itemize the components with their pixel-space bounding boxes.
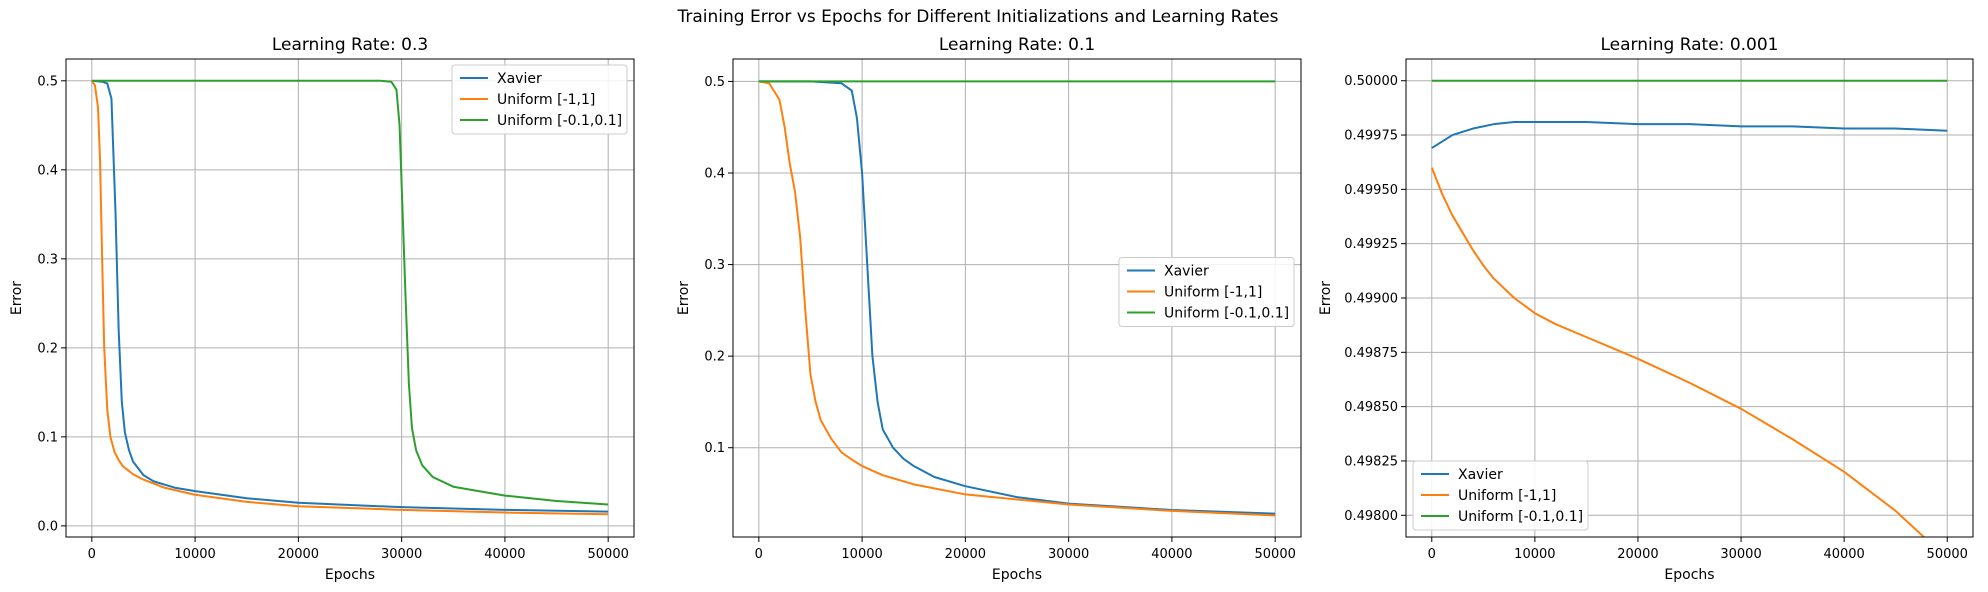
x-tick-label: 40000 bbox=[1151, 547, 1192, 562]
legend-label: Uniform [-1,1] bbox=[1164, 285, 1262, 301]
x-tick-label: 30000 bbox=[381, 547, 422, 562]
series-line-2 bbox=[1430, 167, 1926, 537]
series-line-1 bbox=[758, 80, 1276, 515]
subplot-title: Learning Rate: 0.1 bbox=[939, 35, 1095, 55]
y-tick-label: 0.49925 bbox=[1344, 237, 1398, 252]
subplots: 0 10000 20000 30000 40000 50000 0.0 0.1 0.2 0.3 0.… bbox=[9, 35, 1974, 583]
legend-box bbox=[1118, 257, 1295, 327]
subplot-2: 0 10000 20000 30000 40000 50000 0.1 0.2 0.3 0.4 0.… bbox=[676, 35, 1302, 583]
subplot-1: 0 10000 20000 30000 40000 50000 0.0 0.1 0.2 0.3 0.… bbox=[9, 35, 635, 583]
subplot-title: Learning Rate: 0.3 bbox=[272, 35, 428, 55]
x-tick-label: 50000 bbox=[588, 547, 629, 562]
series-line-1 bbox=[91, 79, 609, 513]
x-tick-label: 10000 bbox=[174, 547, 215, 562]
legend-label: Xavier bbox=[1458, 467, 1503, 483]
axes-frame bbox=[65, 58, 635, 538]
x-tick-label: 10000 bbox=[841, 547, 882, 562]
subplot-title: Learning Rate: 0.001 bbox=[1601, 35, 1779, 55]
y-tick-label: 0.1 bbox=[704, 441, 725, 456]
y-tick-label: 0.1 bbox=[37, 430, 58, 445]
series-line-1 bbox=[1431, 121, 1948, 149]
x-tick-label: 50000 bbox=[1255, 547, 1296, 562]
y-tick-label: 0.49800 bbox=[1344, 509, 1398, 524]
y-tick-label: 0.3 bbox=[37, 252, 58, 267]
legend-label: Uniform [-1,1] bbox=[497, 92, 595, 108]
y-axis-label: Error bbox=[676, 281, 692, 315]
legend-label: Xavier bbox=[1164, 264, 1209, 280]
x-tick-label: 20000 bbox=[1617, 547, 1658, 562]
series-line-3 bbox=[91, 79, 609, 506]
y-tick-label: 0.49825 bbox=[1344, 454, 1398, 469]
x-tick-label: 30000 bbox=[1048, 547, 1089, 562]
x-axis-label: Epochs bbox=[1664, 567, 1714, 583]
legend-label: Xavier bbox=[497, 71, 542, 87]
y-tick-label: 0.49975 bbox=[1344, 129, 1398, 144]
y-tick-label: 0.49950 bbox=[1344, 183, 1398, 198]
x-tick-label: 40000 bbox=[1823, 547, 1864, 562]
x-axis-label: Epochs bbox=[992, 567, 1042, 583]
x-tick-label: 20000 bbox=[945, 547, 986, 562]
y-axis-label: Error bbox=[1318, 281, 1334, 315]
legend-label: Uniform [-0.1,0.1] bbox=[1458, 509, 1583, 525]
y-tick-label: 0.4 bbox=[704, 167, 725, 182]
y-tick-label: 0.2 bbox=[37, 341, 58, 356]
subplot-3: 0 10000 20000 30000 40000 50000 0.49800 0.49825… bbox=[1318, 35, 1974, 583]
x-tick-label: 20000 bbox=[278, 547, 319, 562]
legend-box bbox=[1412, 460, 1589, 531]
y-tick-label: 0.50000 bbox=[1344, 74, 1398, 89]
y-tick-label: 0.49900 bbox=[1344, 292, 1398, 307]
x-tick-label: 30000 bbox=[1720, 547, 1761, 562]
axes-frame bbox=[732, 58, 1302, 538]
x-tick-label: 0 bbox=[88, 547, 96, 562]
x-tick-label: 0 bbox=[1428, 547, 1436, 562]
x-tick-label: 0 bbox=[755, 547, 763, 562]
y-tick-label: 0.49850 bbox=[1344, 400, 1398, 415]
figure-suptitle: Training Error vs Epochs for Different I… bbox=[676, 7, 1278, 27]
y-tick-label: 0.49875 bbox=[1344, 346, 1398, 361]
x-tick-label: 50000 bbox=[1927, 547, 1968, 562]
y-tick-label: 0.3 bbox=[704, 258, 725, 273]
y-tick-label: 0.2 bbox=[704, 350, 725, 365]
legend-label: Uniform [-0.1,0.1] bbox=[497, 113, 622, 129]
x-axis-label: Epochs bbox=[325, 567, 375, 583]
series-line-2 bbox=[758, 80, 1276, 517]
legend: Xavier Uniform [-1,1] Uniform [-0.1,0.1] bbox=[1118, 257, 1295, 327]
y-axis-label: Error bbox=[9, 281, 25, 315]
legend: Xavier Uniform [-1,1] Uniform [-0.1,0.1] bbox=[1412, 460, 1589, 531]
series-line-2 bbox=[90, 80, 609, 516]
y-tick-label: 0.5 bbox=[704, 75, 725, 90]
y-tick-label: 0.5 bbox=[37, 74, 58, 89]
x-tick-label: 40000 bbox=[484, 547, 525, 562]
x-tick-label: 10000 bbox=[1514, 547, 1555, 562]
legend-box bbox=[451, 64, 628, 135]
y-tick-label: 0.0 bbox=[37, 519, 58, 534]
y-tick-label: 0.4 bbox=[37, 163, 58, 178]
legend: Xavier Uniform [-1,1] Uniform [-0.1,0.1] bbox=[451, 64, 628, 135]
legend-label: Uniform [-1,1] bbox=[1458, 488, 1556, 504]
legend-label: Uniform [-0.1,0.1] bbox=[1164, 306, 1289, 322]
